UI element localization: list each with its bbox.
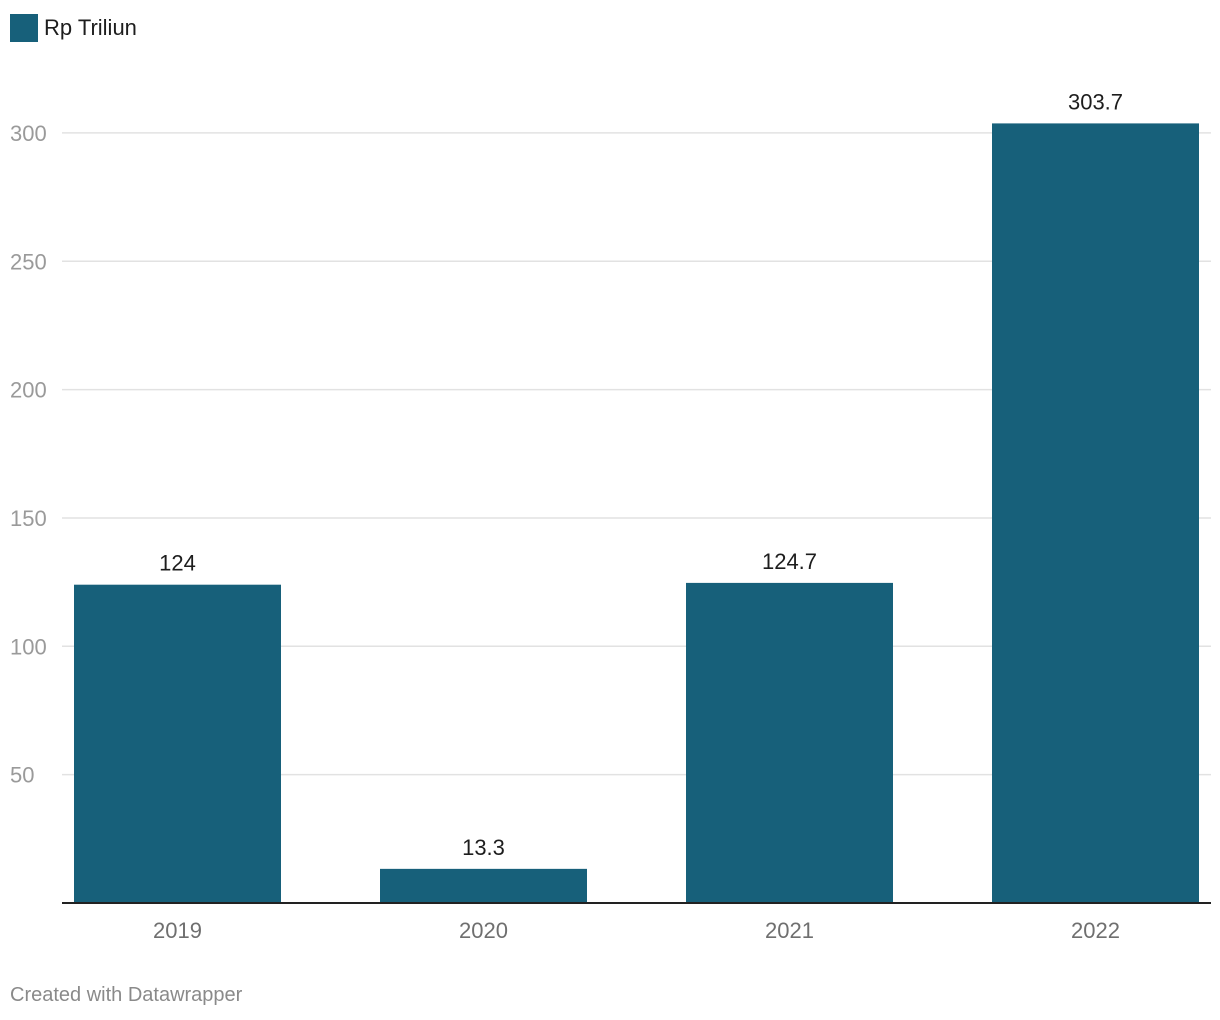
- data-label: 124: [159, 551, 196, 576]
- y-tick-label: 100: [10, 634, 47, 659]
- data-labels: 124 13.3 124.7 303.7: [159, 89, 1123, 859]
- bar: [380, 868, 587, 903]
- data-label: 124.7: [762, 549, 817, 574]
- y-tick-label: 300: [10, 121, 47, 146]
- legend-label: Rp Triliun: [44, 15, 137, 40]
- x-tick-label: 2021: [765, 918, 814, 943]
- x-tick-label: 2020: [459, 918, 508, 943]
- bar: [992, 123, 1199, 903]
- bar: [686, 582, 893, 903]
- bars: [74, 123, 1199, 903]
- y-axis-ticks: 50 100 150 200 250 300: [10, 121, 47, 788]
- x-tick-label: 2019: [153, 918, 202, 943]
- y-tick-label: 50: [10, 763, 34, 788]
- footer-credit: Created with Datawrapper: [10, 984, 243, 1006]
- data-label: 13.3: [462, 835, 505, 860]
- y-tick-label: 250: [10, 249, 47, 274]
- x-tick-label: 2022: [1071, 918, 1120, 943]
- y-tick-label: 200: [10, 378, 47, 403]
- legend-swatch: [10, 14, 38, 42]
- x-axis-ticks: 2019 2020 2021 2022: [153, 918, 1120, 943]
- chart-legend: Rp Triliun: [10, 14, 137, 42]
- y-tick-label: 150: [10, 506, 47, 531]
- bar: [74, 584, 281, 903]
- data-label: 303.7: [1068, 89, 1123, 114]
